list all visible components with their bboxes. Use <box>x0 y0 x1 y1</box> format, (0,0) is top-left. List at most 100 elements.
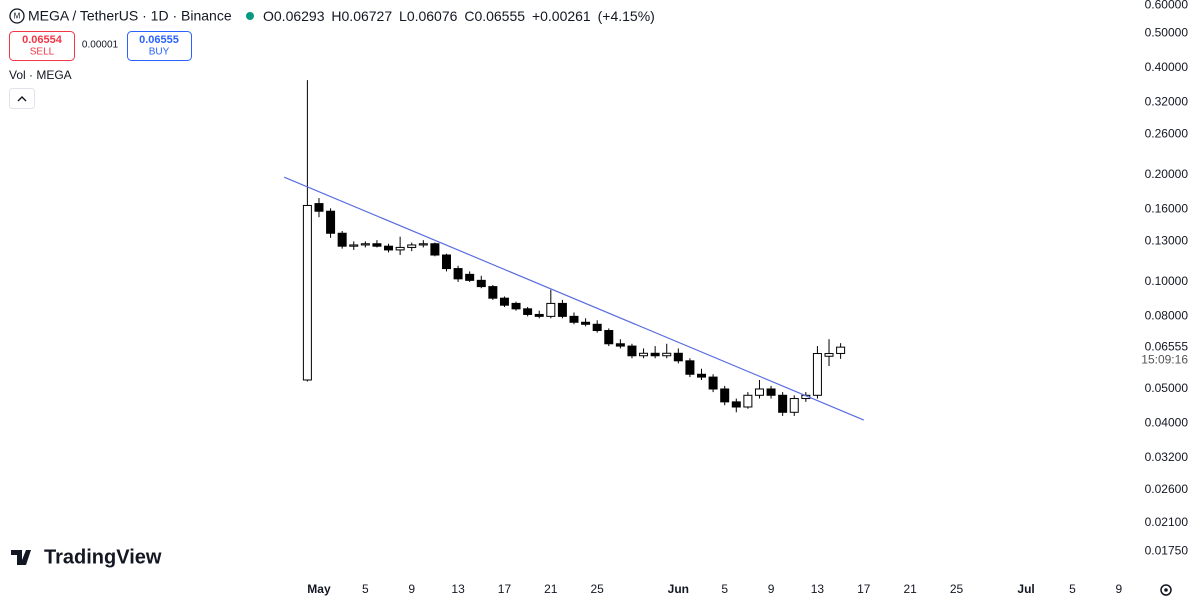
y-tick-label: 0.40000 <box>1145 60 1189 74</box>
buy-label[interactable]: BUY <box>149 47 170 58</box>
y-tick-label: 0.05000 <box>1145 381 1189 395</box>
candle-body <box>639 352 649 357</box>
candle-body <box>581 321 591 325</box>
candle-body <box>812 353 822 396</box>
candle-body <box>789 398 799 413</box>
h-value: 0.06727 <box>342 8 393 24</box>
y-tick-label: 0.13000 <box>1145 234 1189 248</box>
candle-body <box>731 401 741 408</box>
sell-button[interactable] <box>9 31 75 61</box>
y-tick-label: 0.20000 <box>1145 167 1189 181</box>
symbol-icon-letter: M <box>14 12 21 21</box>
spread: 0.00001 <box>82 40 119 51</box>
y-tick-label: 0.02100 <box>1145 515 1189 529</box>
candle-body <box>349 244 359 247</box>
countdown-label: 15:09:16 <box>1141 352 1188 366</box>
x-tick-label: 5 <box>721 582 728 596</box>
c-label: C <box>464 8 474 24</box>
x-tick-label: 25 <box>950 582 964 596</box>
candle-body <box>685 360 695 375</box>
candle-body <box>453 268 463 280</box>
last-price-label: 0.06555 <box>1145 339 1189 353</box>
x-tick-label: 9 <box>768 582 775 596</box>
settings-button[interactable] <box>1160 584 1172 596</box>
x-tick-label: 5 <box>362 582 369 596</box>
volume-legend: Vol · MEGA <box>9 68 72 82</box>
x-tick-label: Jul <box>1017 582 1034 596</box>
candle-body <box>511 302 521 310</box>
candle-body <box>673 352 683 362</box>
candle-body <box>326 210 336 234</box>
h-label: H <box>331 8 341 24</box>
buy-button[interactable] <box>127 31 192 61</box>
y-tick-label: 0.10000 <box>1145 274 1189 288</box>
x-tick-label: 13 <box>811 582 825 596</box>
change: +0.00261 <box>532 8 591 24</box>
candle-body <box>569 315 579 323</box>
brand-logo <box>11 550 31 565</box>
x-tick-label: 21 <box>544 582 558 596</box>
collapse-button[interactable] <box>9 88 35 109</box>
candle-body <box>523 308 533 315</box>
y-tick-label: 0.60000 <box>1145 0 1189 11</box>
candle-body <box>395 246 405 251</box>
candle-body <box>604 330 614 345</box>
candle-body <box>360 243 370 246</box>
l-value: 0.06076 <box>407 8 458 24</box>
candle-body <box>743 394 753 408</box>
candle-body <box>534 313 544 317</box>
x-tick-label: 9 <box>408 582 415 596</box>
x-tick-label: 21 <box>903 582 917 596</box>
candle-body <box>337 232 347 247</box>
symbol-title: MEGA / TetherUS · 1D · Binance <box>28 8 232 24</box>
x-tick-label: 17 <box>857 582 871 596</box>
candle-body <box>836 346 846 354</box>
candle-body <box>766 388 776 396</box>
buy-price[interactable]: 0.06555 <box>139 34 179 46</box>
x-tick-label: 5 <box>1069 582 1076 596</box>
candle-body <box>418 243 428 246</box>
x-tick-label: 9 <box>1115 582 1122 596</box>
candle-body <box>615 343 625 347</box>
y-tick-label: 0.50000 <box>1145 25 1189 39</box>
y-tick-label: 0.01750 <box>1145 543 1189 557</box>
candle-body <box>441 254 451 270</box>
candle-body <box>708 376 718 390</box>
sell-label[interactable]: SELL <box>30 47 55 58</box>
l-label: L <box>399 8 407 24</box>
symbol-icon <box>9 8 25 24</box>
settings-dot[interactable] <box>1164 588 1168 592</box>
sell-price[interactable]: 0.06554 <box>22 34 63 46</box>
x-tick-label: 17 <box>498 582 512 596</box>
o-value: 0.06293 <box>274 8 325 24</box>
plot <box>302 80 846 416</box>
ohlc-legend: O0.06293 H0.06727 L0.06076 C0.06555 +0.0… <box>263 8 655 24</box>
candle-body <box>430 243 440 256</box>
candle-body <box>302 204 312 381</box>
trendline <box>283 176 865 421</box>
candle-body <box>488 286 498 299</box>
y-tick-label: 0.32000 <box>1145 94 1189 108</box>
x-tick-label: 25 <box>591 582 605 596</box>
change-pct: (+4.15%) <box>598 8 655 24</box>
candle-body <box>697 373 707 378</box>
y-tick-label: 0.03200 <box>1145 450 1189 464</box>
y-tick-label: 0.16000 <box>1145 201 1189 215</box>
candle-body <box>407 244 417 248</box>
y-tick-label: 0.08000 <box>1145 309 1189 323</box>
x-tick-label: Jun <box>668 582 689 596</box>
candle-body <box>592 323 602 332</box>
candle-body <box>314 203 324 212</box>
candle-body <box>754 388 764 396</box>
candle-body <box>557 302 567 317</box>
candle-body <box>627 345 637 357</box>
brand-name: TradingView <box>44 546 162 568</box>
collapse-icon[interactable] <box>17 96 27 102</box>
o-label: O <box>263 8 274 24</box>
x-tick-label: May <box>307 582 331 596</box>
y-tick-label: 0.04000 <box>1145 416 1189 430</box>
y-tick-label: 0.02600 <box>1145 482 1189 496</box>
candle-body <box>384 245 394 251</box>
status-dot <box>246 12 254 20</box>
